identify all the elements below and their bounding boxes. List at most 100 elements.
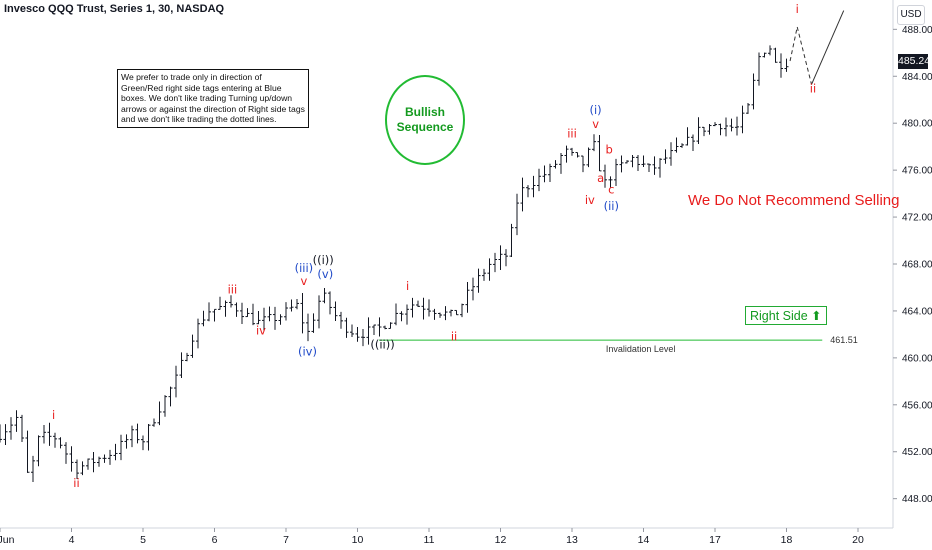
- wave-label: v: [592, 117, 599, 131]
- time-tick-label: 17: [709, 534, 721, 546]
- invalidation-value: 461.51: [830, 335, 858, 345]
- time-tick-label: 18: [781, 534, 793, 546]
- ohlc-bar: [344, 317, 349, 338]
- price-tick-label: 484.00: [902, 72, 932, 83]
- ohlc-bar: [295, 298, 299, 310]
- ohlc-bar: [625, 160, 629, 164]
- ohlc-bar: [91, 452, 96, 473]
- ohlc-bar: [273, 306, 277, 330]
- ohlc-bar: [482, 268, 486, 281]
- wave-label: (iii): [295, 261, 314, 275]
- wave-label: b: [606, 143, 613, 157]
- ohlc-bar: [284, 302, 288, 321]
- ohlc-bar: [42, 425, 46, 444]
- ohlc-bar: [300, 293, 305, 334]
- right-side-label: Right Side: [750, 309, 808, 323]
- invalidation-label: Invalidation Level: [606, 344, 676, 354]
- ohlc-bar: [768, 45, 772, 56]
- ohlc-bar: [713, 122, 717, 127]
- ohlc-bar: [53, 432, 57, 448]
- ohlc-bar: [289, 299, 294, 312]
- ohlc-bar: [36, 435, 41, 467]
- ohlc-bar: [729, 118, 734, 132]
- ohlc-bar: [680, 143, 684, 148]
- ohlc-bar: [416, 300, 420, 307]
- ohlc-bar: [493, 252, 497, 273]
- ohlc-bar: [64, 442, 68, 464]
- ohlc-bar: [779, 53, 783, 78]
- ohlc-bar: [157, 401, 162, 426]
- ohlc-bar: [718, 123, 723, 136]
- wave-label: i: [406, 279, 409, 293]
- ohlc-bar: [520, 177, 525, 212]
- warning-text: We Do Not Recommend Selling: [688, 192, 900, 209]
- ohlc-bar: [388, 322, 393, 329]
- ohlc-bar: [504, 249, 508, 267]
- projection-segment: [789, 26, 798, 62]
- up-arrow-icon: ⬆: [811, 309, 822, 323]
- ohlc-bar: [9, 417, 13, 440]
- time-tick-label: 14: [638, 534, 650, 546]
- ohlc-bar: [306, 313, 310, 342]
- projection-path: [789, 10, 845, 85]
- wave-label: i: [796, 2, 799, 16]
- ohlc-bar: [377, 317, 382, 337]
- time-tick-label: 20: [852, 534, 864, 546]
- wave-label: iv: [256, 323, 266, 337]
- ohlc-bar: [757, 52, 761, 86]
- wave-label: v: [300, 274, 307, 288]
- ohlc-bar: [641, 155, 646, 167]
- wave-label: ii: [451, 329, 457, 343]
- wave-labels: iiiiiiiv(iii)v((i))(v)(iv)((ii))iiiiii(i…: [52, 2, 816, 490]
- ohlc-bar: [608, 176, 613, 188]
- ohlc-bar: [586, 147, 591, 168]
- ohlc-bar: [399, 311, 404, 322]
- ohlc-bar: [97, 456, 101, 467]
- trading-note: We prefer to trade only in direction of …: [117, 69, 309, 128]
- wave-label: (v): [317, 267, 333, 281]
- ohlc-bar: [707, 124, 712, 135]
- ohlc-bar: [735, 116, 739, 136]
- time-tick-label: 13: [566, 534, 578, 546]
- ohlc-bar: [575, 152, 580, 158]
- ohlc-bar: [460, 303, 464, 318]
- ohlc-bar: [553, 160, 558, 169]
- ohlc-bar: [25, 430, 30, 473]
- ohlc-bar: [350, 324, 354, 338]
- wave-label: ((i)): [313, 253, 334, 267]
- ohlc-bar: [702, 126, 706, 137]
- time-tick-label: 12: [495, 534, 507, 546]
- wave-label: iv: [585, 193, 595, 207]
- time-tick-label: 6: [212, 534, 218, 546]
- wave-label: iii: [567, 126, 577, 140]
- ohlc-bar: [773, 47, 778, 63]
- ohlc-bar: [564, 145, 569, 163]
- wave-label: iii: [228, 282, 238, 296]
- ohlc-bar: [174, 365, 178, 398]
- ohlc-bar: [691, 134, 695, 152]
- ohlc-bar: [108, 449, 112, 465]
- ohlc-bar: [724, 117, 728, 137]
- ohlc-bars: [0, 45, 789, 482]
- ohlc-bar: [421, 297, 426, 320]
- time-tick-label: Jun: [0, 534, 15, 546]
- ohlc-bar: [311, 313, 316, 333]
- currency-button[interactable]: USD: [897, 5, 925, 25]
- ohlc-bar: [69, 446, 74, 472]
- ohlc-bar: [696, 117, 701, 145]
- wave-label: (iv): [298, 345, 317, 359]
- ohlc-bar: [102, 454, 107, 463]
- wave-label: ((ii)): [370, 337, 394, 351]
- wave-label: i: [52, 408, 55, 422]
- ohlc-bar: [124, 434, 129, 449]
- ohlc-bar: [663, 149, 668, 164]
- ohlc-bar: [432, 308, 437, 320]
- ohlc-bar: [185, 352, 189, 362]
- ohlc-bar: [218, 296, 222, 310]
- ohlc-bar: [240, 302, 244, 324]
- ohlc-bar: [31, 455, 35, 482]
- price-tick-label: 448.00: [902, 494, 932, 505]
- ohlc-bar: [251, 303, 255, 326]
- ohlc-bar: [427, 299, 431, 317]
